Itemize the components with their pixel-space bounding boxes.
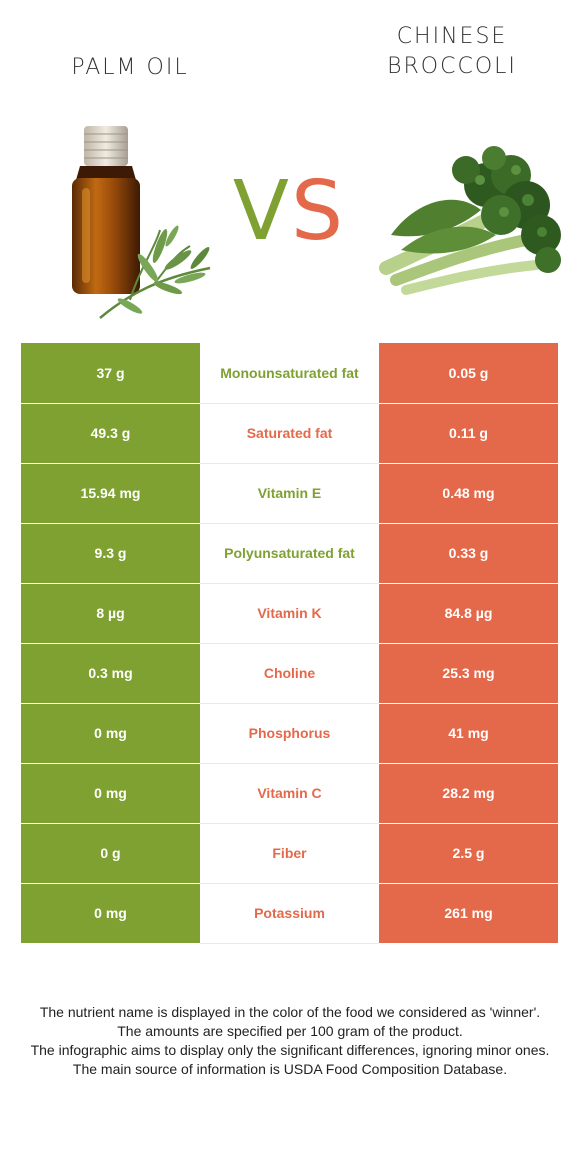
table-row: 0 mg Vitamin C 28.2 mg <box>21 763 558 824</box>
nutrient-name: Choline <box>200 643 379 704</box>
left-food-value: 0 g <box>21 823 200 884</box>
left-food-value: 0.3 mg <box>21 643 200 704</box>
vs-v: V <box>232 164 292 259</box>
note-data-source: The main source of information is USDA F… <box>72 1061 508 1077</box>
right-food-title: CHINESE BROCCOLI <box>352 22 552 82</box>
comparison-table: 37 g Monounsaturated fat 0.05 g 49.3 g Satur… <box>21 343 558 944</box>
table-row: 8 µg Vitamin K 84.8 µg <box>21 583 558 644</box>
right-food-value: 25.3 mg <box>379 643 558 704</box>
note-significant-differences: The infographic aims to display only the… <box>30 1042 550 1058</box>
right-food-name-line1: CHINESE <box>396 24 508 49</box>
vs-s: S <box>291 164 346 259</box>
note-per-100g: The amounts are specified per 100 gram o… <box>117 1023 463 1039</box>
table-row: 9.3 g Polyunsaturated fat 0.33 g <box>21 523 558 584</box>
palm-oil-bottle-icon <box>60 118 220 323</box>
right-food-value: 0.33 g <box>379 523 558 584</box>
table-row: 15.94 mg Vitamin E 0.48 mg <box>21 463 558 524</box>
left-food-value: 0 mg <box>21 763 200 824</box>
right-food-value: 2.5 g <box>379 823 558 884</box>
right-food-value: 41 mg <box>379 703 558 764</box>
nutrient-name: Potassium <box>200 883 379 944</box>
nutrient-name: Fiber <box>200 823 379 884</box>
nutrient-name: Phosphorus <box>200 703 379 764</box>
nutrient-name: Monounsaturated fat <box>200 343 379 404</box>
table-row: 0.3 mg Choline 25.3 mg <box>21 643 558 704</box>
right-food-value: 0.11 g <box>379 403 558 464</box>
right-food-value: 84.8 µg <box>379 583 558 644</box>
left-food-value: 0 mg <box>21 703 200 764</box>
left-food-title: PALM OIL <box>20 53 240 83</box>
left-food-value: 8 µg <box>21 583 200 644</box>
nutrient-name: Vitamin E <box>200 463 379 524</box>
table-row: 49.3 g Saturated fat 0.11 g <box>21 403 558 464</box>
vs-label: VS <box>222 162 356 262</box>
chinese-broccoli-icon <box>376 140 562 305</box>
table-row: 0 mg Potassium 261 mg <box>21 883 558 944</box>
nutrient-name: Saturated fat <box>200 403 379 464</box>
left-food-value: 49.3 g <box>21 403 200 464</box>
left-food-value: 9.3 g <box>21 523 200 584</box>
nutrient-name: Vitamin C <box>200 763 379 824</box>
left-food-value: 37 g <box>21 343 200 404</box>
nutrient-name: Vitamin K <box>200 583 379 644</box>
table-row: 0 mg Phosphorus 41 mg <box>21 703 558 764</box>
right-food-value: 261 mg <box>379 883 558 944</box>
right-food-value: 28.2 mg <box>379 763 558 824</box>
table-row: 0 g Fiber 2.5 g <box>21 823 558 884</box>
left-food-value: 0 mg <box>21 883 200 944</box>
note-winner-color: The nutrient name is displayed in the co… <box>39 1004 541 1020</box>
footnotes: The nutrient name is displayed in the co… <box>18 1003 562 1079</box>
right-food-value: 0.48 mg <box>379 463 558 524</box>
right-food-name-line2: BROCCOLI <box>387 54 517 79</box>
left-food-name: PALM OIL <box>71 55 189 80</box>
left-food-value: 15.94 mg <box>21 463 200 524</box>
table-row: 37 g Monounsaturated fat 0.05 g <box>21 343 558 404</box>
right-food-value: 0.05 g <box>379 343 558 404</box>
nutrient-name: Polyunsaturated fat <box>200 523 379 584</box>
